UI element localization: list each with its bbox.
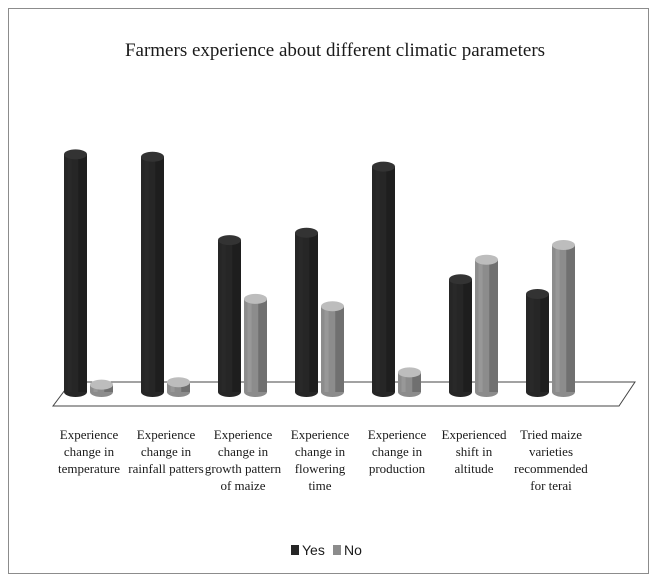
- bar-group: [64, 149, 575, 397]
- bar-no-6: [475, 254, 498, 397]
- bar-yes-1: [64, 149, 87, 397]
- bar-yes-6: [449, 274, 472, 397]
- category-label-3: Experience change in growth pattern of maiz…: [205, 427, 282, 493]
- chart-frame: Farmers experience about different clima…: [8, 8, 649, 574]
- bar-no-2: [167, 377, 190, 397]
- bar-no-1: [90, 379, 113, 397]
- chart-canvas: Farmers experience about different clima…: [52, 40, 636, 558]
- legend-swatch-yes: [291, 545, 299, 555]
- bar-yes-4: [295, 227, 318, 397]
- category-label-2: Experience change in rainfall patters: [128, 427, 203, 476]
- category-label-7: Tried maize varieties recommended for terai: [514, 427, 588, 493]
- bar-no-4: [321, 301, 344, 397]
- category-label-1: Experience change in temperature: [58, 427, 120, 476]
- bar-no-3: [244, 293, 267, 397]
- category-label-4: Experience change in flowering time: [291, 427, 350, 493]
- chart-title: Farmers experience about different clima…: [125, 40, 545, 61]
- bar-no-7: [552, 240, 575, 397]
- bar-yes-2: [141, 151, 164, 397]
- category-labels: Experience change in temperatureExperience…: [58, 427, 588, 493]
- legend-label-no: No: [344, 542, 362, 558]
- legend-label-yes: Yes: [302, 542, 325, 558]
- bar-yes-3: [218, 235, 242, 397]
- legend: Yes No: [291, 542, 362, 558]
- bar-yes-5: [372, 161, 395, 397]
- bar-no-5: [398, 367, 421, 397]
- bar-yes-7: [526, 289, 549, 397]
- category-label-6: Experienced shift in altitude: [442, 427, 507, 476]
- legend-swatch-no: [333, 545, 341, 555]
- category-label-5: Experience change in production: [368, 427, 427, 476]
